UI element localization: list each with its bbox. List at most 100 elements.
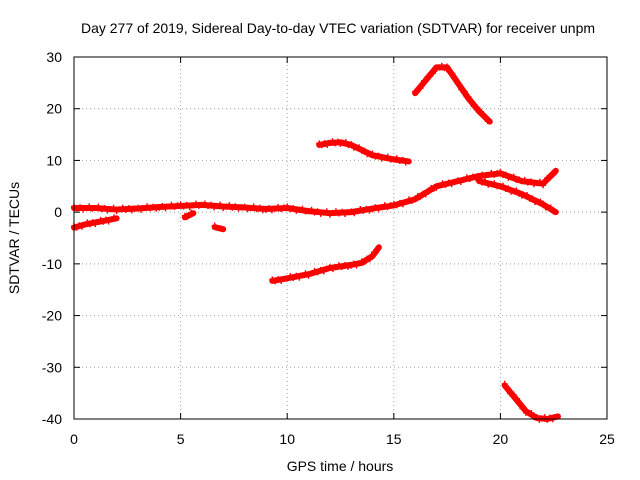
data-point bbox=[366, 256, 373, 263]
data-point bbox=[402, 159, 409, 166]
data-point bbox=[357, 205, 364, 212]
y-tick-label: 30 bbox=[46, 49, 62, 65]
data-point bbox=[393, 155, 400, 162]
data-point bbox=[287, 206, 294, 213]
data-point bbox=[381, 202, 388, 209]
data-point bbox=[550, 171, 557, 178]
data-point bbox=[479, 171, 486, 178]
data-point bbox=[241, 203, 248, 210]
data-point bbox=[125, 205, 132, 212]
data-point bbox=[468, 98, 475, 105]
data-point bbox=[95, 203, 102, 210]
data-point bbox=[342, 261, 349, 268]
data-point bbox=[296, 274, 303, 281]
data-point bbox=[375, 152, 382, 159]
data-point bbox=[74, 205, 81, 212]
data-point bbox=[356, 144, 363, 151]
data-point bbox=[226, 202, 233, 209]
data-point bbox=[457, 178, 464, 185]
data-point bbox=[361, 258, 368, 265]
data-point bbox=[484, 118, 491, 125]
data-point bbox=[335, 262, 342, 269]
data-point bbox=[399, 201, 406, 208]
data-point bbox=[156, 204, 163, 211]
data-point bbox=[369, 206, 376, 213]
data-point bbox=[474, 104, 481, 111]
series-band-lower bbox=[71, 214, 120, 231]
data-point bbox=[134, 204, 141, 211]
data-point bbox=[159, 203, 166, 210]
y-tick-label: -10 bbox=[42, 256, 62, 272]
data-point bbox=[122, 206, 129, 213]
data-point bbox=[80, 206, 87, 213]
data-point bbox=[524, 192, 531, 199]
series-fragment-7 bbox=[211, 222, 227, 233]
data-point bbox=[460, 176, 467, 183]
x-tick-label: 10 bbox=[279, 431, 295, 447]
data-point bbox=[529, 195, 536, 202]
data-point bbox=[345, 209, 352, 216]
data-point bbox=[77, 204, 84, 211]
data-point bbox=[141, 205, 148, 212]
data-point bbox=[485, 181, 492, 188]
data-point bbox=[320, 209, 327, 216]
data-point bbox=[214, 203, 221, 210]
data-point bbox=[497, 168, 504, 175]
data-layer bbox=[71, 62, 561, 423]
data-point bbox=[92, 205, 99, 212]
data-point bbox=[302, 270, 309, 277]
data-point bbox=[232, 203, 239, 210]
data-point bbox=[299, 205, 306, 212]
data-point bbox=[311, 209, 318, 216]
data-point bbox=[422, 77, 429, 84]
data-point bbox=[482, 113, 489, 120]
data-point bbox=[195, 202, 202, 209]
data-point bbox=[201, 200, 208, 207]
data-point bbox=[144, 203, 151, 210]
data-point bbox=[513, 187, 520, 194]
data-point bbox=[320, 268, 327, 275]
data-point bbox=[305, 272, 312, 279]
data-point bbox=[514, 395, 521, 402]
data-point bbox=[417, 85, 424, 92]
data-point bbox=[211, 204, 218, 211]
y-tick-label: -20 bbox=[42, 308, 62, 324]
data-point bbox=[540, 200, 547, 207]
data-point bbox=[290, 205, 297, 212]
data-point bbox=[217, 201, 224, 208]
data-point bbox=[189, 202, 196, 209]
data-point bbox=[476, 176, 483, 183]
data-point bbox=[444, 63, 451, 70]
data-point bbox=[399, 156, 406, 163]
data-point bbox=[463, 174, 470, 181]
data-point bbox=[488, 181, 495, 188]
data-point bbox=[323, 208, 330, 215]
data-point bbox=[215, 225, 222, 232]
data-point bbox=[256, 204, 263, 211]
data-point bbox=[168, 201, 175, 208]
data-point bbox=[540, 182, 547, 189]
data-point bbox=[342, 139, 349, 146]
data-point bbox=[186, 204, 193, 211]
data-point bbox=[162, 205, 169, 212]
data-point bbox=[98, 206, 105, 213]
data-point bbox=[262, 206, 269, 213]
y-tick-label: 10 bbox=[46, 152, 62, 168]
data-point bbox=[110, 204, 117, 211]
data-point bbox=[406, 196, 413, 203]
data-point bbox=[461, 88, 468, 95]
data-point bbox=[223, 203, 230, 210]
y-tick-label: -30 bbox=[42, 359, 62, 375]
data-point bbox=[208, 201, 215, 208]
data-point bbox=[518, 178, 525, 185]
data-point bbox=[488, 169, 495, 176]
data-point bbox=[314, 269, 321, 276]
data-point bbox=[527, 178, 534, 185]
data-point bbox=[332, 208, 339, 215]
y-tick-label: 20 bbox=[46, 101, 62, 117]
data-point bbox=[211, 222, 218, 229]
data-point bbox=[107, 206, 114, 213]
data-point bbox=[402, 198, 409, 205]
data-point bbox=[253, 206, 260, 213]
data-point bbox=[448, 181, 455, 188]
